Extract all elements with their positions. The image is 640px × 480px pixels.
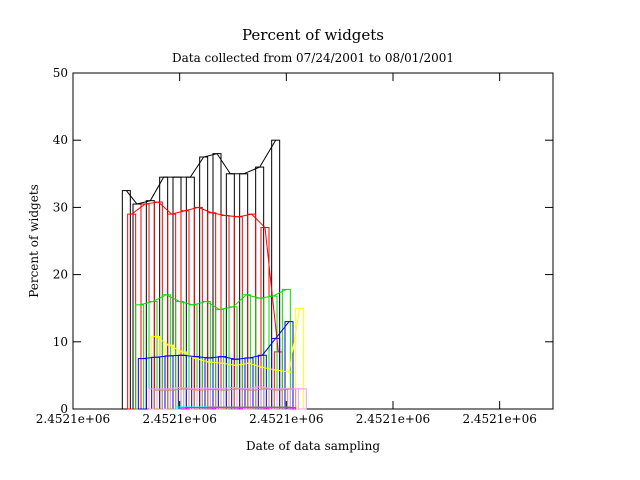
bar [231, 358, 241, 410]
bar [191, 358, 201, 410]
bar [207, 389, 217, 410]
bar [241, 294, 251, 410]
y-tick-label: 20 [53, 268, 68, 282]
bar [212, 153, 222, 410]
y-tick-label: 40 [53, 133, 68, 147]
bar [215, 388, 225, 410]
bar [257, 366, 267, 410]
y-tick-label: 10 [53, 335, 68, 349]
bar [148, 300, 158, 410]
bar [135, 304, 145, 410]
bar [161, 388, 171, 410]
bar [220, 389, 230, 410]
bar [151, 335, 161, 410]
bar [244, 362, 254, 410]
bar [167, 213, 177, 410]
bar [177, 354, 187, 410]
x-axis: 2.4521e+06 2.4521e+06 2.4521e+06 2.4521e+06… [36, 73, 537, 426]
bar [193, 206, 203, 410]
bar [247, 213, 257, 410]
bar [257, 354, 267, 410]
bar [244, 357, 254, 410]
bar [255, 166, 265, 410]
series-line [153, 386, 303, 390]
bar [215, 309, 225, 410]
bar [140, 203, 150, 410]
bar [121, 190, 131, 410]
series-line [131, 201, 279, 352]
bar [273, 351, 283, 410]
bar [151, 356, 161, 410]
bar [161, 294, 171, 410]
x-tick-label: 2.4521e+06 [356, 412, 430, 426]
bar [268, 388, 278, 410]
series-line [139, 288, 287, 311]
bar [241, 388, 251, 410]
bar [273, 389, 283, 410]
bar [159, 176, 169, 410]
bar [145, 200, 155, 410]
series-line [155, 308, 301, 373]
bar [188, 388, 198, 410]
y-tick-label: 30 [53, 200, 68, 214]
bar [217, 356, 227, 410]
bar [191, 356, 201, 410]
bar [228, 386, 238, 410]
bar [193, 389, 203, 410]
plot-frame [72, 72, 554, 410]
bars-group [121, 139, 307, 410]
bar [153, 201, 163, 410]
y-tick-label: 0 [60, 402, 68, 416]
bar [225, 173, 235, 410]
bar [180, 388, 190, 410]
bar [137, 358, 147, 410]
bar [185, 176, 195, 410]
series-line [125, 139, 277, 205]
x-axis-label: Date of data sampling [246, 439, 380, 453]
y-axis-label: Percent of widgets [27, 184, 41, 298]
bar [255, 297, 265, 410]
bar [204, 357, 214, 410]
bar [271, 139, 281, 410]
bar [177, 351, 187, 410]
bar [287, 388, 297, 410]
bar [284, 321, 294, 410]
bar [167, 389, 177, 410]
bar [201, 387, 211, 410]
bar [127, 213, 137, 410]
bar [233, 216, 243, 410]
x-tick-label: 2.4521e+06 [36, 412, 110, 426]
bar [164, 355, 174, 410]
bar [199, 156, 209, 410]
bar [164, 344, 174, 410]
chart-subtitle: Data collected from 07/24/2001 to 08/01/… [172, 51, 454, 65]
bar [148, 388, 158, 410]
bar [204, 361, 214, 410]
series-lines-group [125, 139, 303, 409]
bar [201, 300, 211, 410]
bar [153, 389, 163, 410]
y-tick-label: 50 [53, 66, 68, 80]
bar [239, 173, 249, 410]
bar [220, 214, 230, 410]
bar [297, 388, 307, 410]
series-line [142, 321, 290, 360]
bar [207, 212, 217, 410]
bar [233, 388, 243, 410]
bar [247, 389, 257, 410]
bar [180, 210, 190, 410]
x-tick-label: 2.4521e+06 [249, 412, 323, 426]
chart-title: Percent of widgets [242, 26, 384, 44]
x-tick-label: 2.4521e+06 [462, 412, 536, 426]
y-axis: 0 10 20 30 40 50 [53, 66, 553, 416]
bar [268, 295, 278, 410]
bar [217, 362, 227, 410]
bar [132, 203, 142, 410]
bar [260, 388, 270, 410]
bar [281, 288, 291, 410]
series-line [158, 388, 292, 391]
x-tick-label: 2.4521e+06 [142, 412, 216, 426]
